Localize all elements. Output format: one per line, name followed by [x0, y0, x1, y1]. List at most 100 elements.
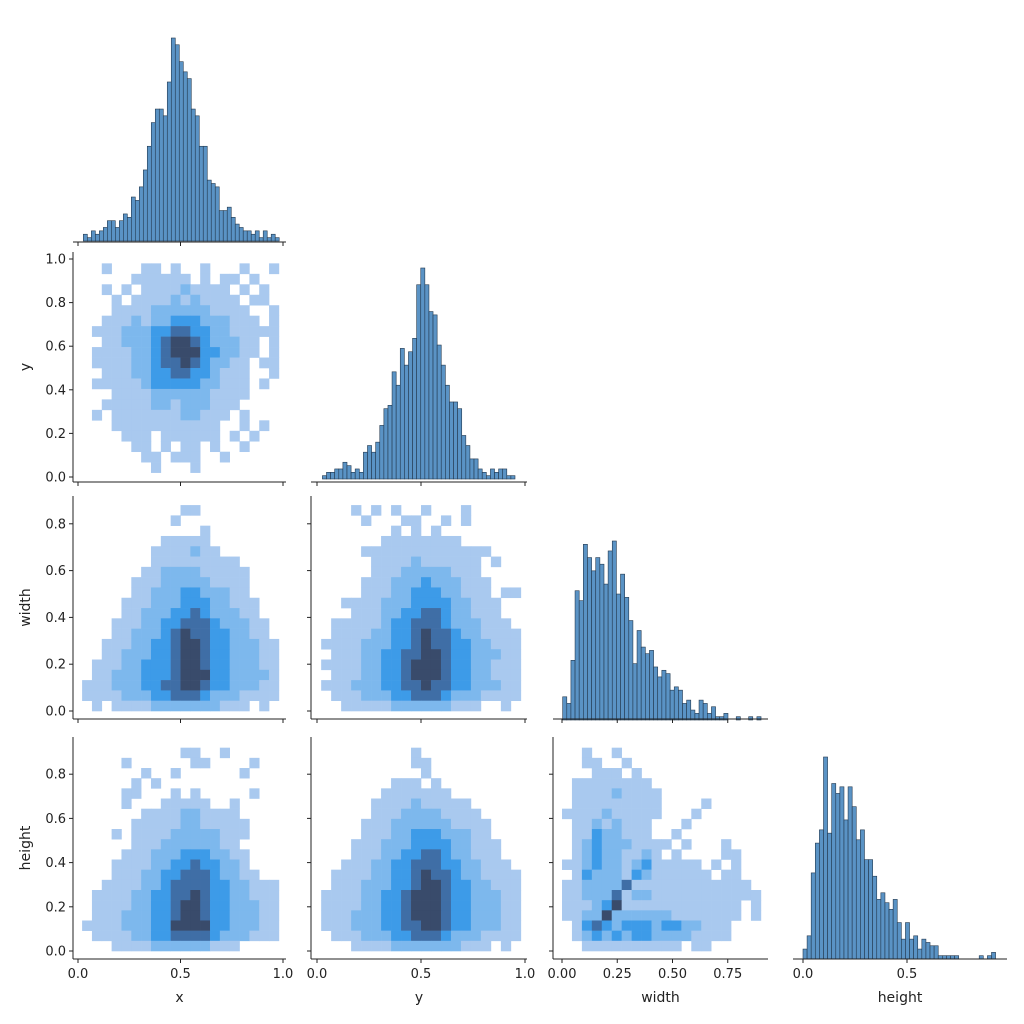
heatmap-cell	[411, 940, 422, 952]
heatmap-cell	[351, 900, 362, 911]
heatmap-cell	[480, 587, 492, 599]
heatmap-cell	[601, 890, 613, 901]
heatmap-cell	[351, 859, 362, 870]
heatmap-cell	[249, 890, 260, 901]
histogram-bar	[917, 948, 923, 960]
heatmap-cell	[249, 669, 260, 681]
histogram-bar	[258, 237, 264, 242]
histogram-bar	[880, 892, 886, 960]
heatmap-cell	[141, 808, 152, 820]
heatmap-cell	[170, 910, 181, 921]
heatmap-cell	[321, 910, 332, 921]
heatmap-cell	[170, 546, 181, 557]
heatmap-cell	[210, 577, 221, 588]
heatmap-cell	[200, 546, 211, 557]
heatmap-cell	[210, 690, 221, 702]
heatmap-cell	[731, 910, 742, 921]
heatmap-cell	[190, 305, 201, 316]
heatmap-cell	[470, 890, 482, 901]
heatmap-cell	[440, 587, 452, 599]
heatmap-cell	[121, 388, 132, 400]
heatmap-cell	[180, 399, 191, 411]
heatmap-cell	[691, 900, 702, 911]
heatmap-cell	[381, 556, 392, 568]
heatmap-cell	[460, 829, 472, 840]
heatmap-cell	[440, 608, 452, 619]
heatmap-cell	[421, 757, 432, 769]
heatmap-cell	[121, 890, 132, 901]
heatmap-cell	[200, 566, 211, 578]
heatmap-cell	[621, 829, 632, 840]
heatmap-cell	[180, 577, 191, 588]
heatmap-cell	[101, 930, 112, 942]
heatmap-cell	[111, 700, 122, 712]
heatmap-cell	[661, 859, 672, 870]
heatmap-cell	[440, 808, 452, 820]
heatmap-cell	[131, 368, 142, 379]
heatmap-cell	[200, 829, 211, 840]
heatmap-cell	[111, 900, 122, 911]
heatmap-cell	[111, 869, 122, 881]
heatmap-cell	[381, 829, 392, 840]
heatmap-cell	[351, 680, 362, 691]
heatmap-cell	[450, 628, 462, 640]
heatmap-cell	[249, 294, 260, 306]
heatmap-cell	[121, 347, 132, 358]
heatmap-cell	[701, 920, 712, 931]
heatmap-cell	[480, 869, 492, 881]
heatmap-cell	[239, 628, 250, 640]
heatmap-cell	[421, 900, 432, 911]
heatmap-cell	[510, 869, 522, 881]
heatmap-cell	[351, 849, 362, 860]
heatmap-cell	[641, 788, 652, 799]
heatmap-cell	[229, 659, 240, 671]
heatmap-cell	[631, 788, 642, 799]
heatmap-cell	[480, 669, 492, 681]
heatmap-cell	[440, 638, 452, 650]
heatmap-cell	[150, 910, 162, 921]
heatmap-cell	[331, 869, 342, 881]
heatmap-cell	[141, 326, 152, 337]
heatmap-cell	[440, 829, 452, 840]
heatmap-cell	[180, 618, 191, 629]
histogram-bar	[250, 233, 256, 242]
heatmap-cell	[351, 700, 362, 712]
heatmap-cell	[421, 556, 432, 568]
heatmap-cell	[249, 910, 260, 921]
heatmap-cell	[440, 659, 452, 671]
histogram-bar	[87, 237, 92, 242]
heatmap-cell	[381, 577, 392, 588]
heatmap-cell	[480, 618, 492, 629]
heatmap-cell	[510, 920, 522, 931]
heatmap-cell	[210, 294, 221, 306]
histogram-bar	[262, 230, 268, 242]
histogram-bar	[115, 227, 120, 242]
heatmap-cell	[239, 690, 250, 702]
heatmap-cell	[430, 829, 442, 840]
heatmap-cell	[229, 597, 240, 609]
heatmap-cell	[450, 649, 462, 660]
heatmap-cell	[101, 347, 112, 358]
heatmap-cell	[160, 649, 171, 660]
heatmap-cell	[219, 284, 230, 296]
heatmap-cell	[591, 829, 603, 840]
heatmap-cell	[510, 900, 522, 911]
histogram-x	[83, 37, 280, 242]
heatmap-cell	[91, 326, 103, 337]
heatmap-cell	[229, 587, 240, 599]
heatmap-cell	[480, 659, 492, 671]
heatmap-cell	[180, 920, 191, 931]
heatmap-cell	[571, 900, 583, 911]
histogram-bar	[432, 314, 438, 480]
heatmap-cell	[200, 399, 211, 411]
heatmap-cell	[411, 690, 422, 702]
heatmap-cell	[440, 869, 452, 881]
histogram-bar	[174, 44, 180, 242]
heatmap-cell	[611, 869, 622, 881]
heatmap-cell	[259, 890, 270, 901]
heatmap-cell	[210, 649, 221, 660]
x-axis-label: width	[641, 990, 680, 1006]
heatmap-cell	[200, 940, 211, 952]
heatmap-cell	[180, 700, 191, 712]
heatmap-cell	[180, 638, 191, 650]
